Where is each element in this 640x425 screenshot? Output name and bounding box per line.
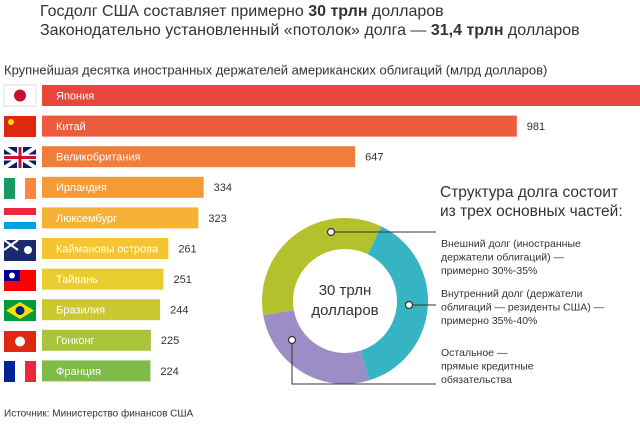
donut-title: из трех основных частей: [440,203,623,220]
leader-line [291,340,436,385]
flag [4,361,15,382]
bar-category-label: Франция [56,366,101,378]
header-text: 30 трлн [308,3,367,20]
donut-annotation: Остальное — [441,347,508,359]
bar-category-label: Япония [56,90,94,102]
donut-center-label: долларов [311,302,378,319]
bar [42,238,169,259]
source: Источник: Министерство финансов США [4,408,194,420]
flag-part [4,215,36,222]
donut-leaders [291,231,436,385]
bar-value-label: 251 [173,274,191,286]
bar-value-label: 981 [527,121,545,133]
bar [42,299,161,321]
header-text: 31,4 трлн [431,22,504,39]
header-line-2: Законодательно установленный «потолок» д… [40,22,580,39]
bar-category-label: Китай [56,121,86,133]
flag-part [8,119,14,125]
flag-part [25,361,36,382]
donut-annotation: Внешний долг (иностранные [441,238,581,250]
flag-part [9,272,15,279]
bar [42,146,356,168]
donut-annotation: Внутренний долг (держатели [441,288,583,300]
bar-category-label: Великобритания [56,152,141,164]
flags [2,84,38,382]
donut-center-label: 30 трлн [319,282,372,299]
bar [42,176,204,198]
donut-annotation: держатели облигаций) — [441,251,565,263]
flag [4,116,36,137]
leader-dot [326,227,336,237]
header-line-1: Госдолг США составляет примерно 30 трлн … [40,3,444,20]
donut-segment [360,226,428,381]
donut-annotation: примерно 35%-40% [441,315,537,327]
flag-part [15,306,25,315]
bar [42,268,164,290]
flag-part [24,246,32,254]
bar [42,360,151,382]
flag-part [15,361,25,382]
flag-part [14,89,26,102]
bar-category-label: Люксембург [56,213,117,225]
flag-part [3,239,19,251]
donut-annotation: облигаций — резиденты США) — [441,301,605,313]
flag-part [25,178,36,199]
bar-category-label: Ирландия [56,182,107,194]
flag [4,178,15,199]
header-text: долларов [503,22,579,39]
bar-value-label: 225 [161,335,179,347]
donut-title: Структура долга состоит [440,184,618,201]
donut-annotation: прямые кредитные [441,360,534,372]
flag-part [4,222,36,229]
bar-value-label: 224 [160,366,178,378]
bar-chart-title: Крупнейшая десятка иностранных держателе… [4,62,547,77]
leader-dot [287,335,297,345]
bar-value-label: 647 [365,152,383,164]
flag [4,208,36,215]
bar-value-label: 261 [178,243,196,255]
bar [42,207,199,229]
bar-value-label: 323 [208,213,226,225]
header-text: долларов [367,3,443,20]
donut-annotation: обязательства [441,374,512,386]
flag-part [15,336,25,347]
flag-part [15,178,25,199]
bar [42,115,517,137]
flag-part [4,147,36,168]
bar [42,85,640,106]
donut-segment [262,218,382,316]
donut-segment [263,310,370,384]
bar [42,329,151,351]
bar-category-label: Тайвань [56,274,98,286]
bar-value-label: 334 [214,182,232,194]
leader-dot [404,300,414,310]
donut-annotation: примерно 30%-35% [441,265,537,277]
bar-value-label: 244 [170,305,188,317]
bar-category-label: Каймановы острова [56,243,159,255]
bar-category-label: Бразилия [56,305,105,317]
bar-category-label: Гонконг [56,335,95,347]
header-text: Госдолг США составляет примерно [40,3,308,20]
header-text: Законодательно установленный «потолок» д… [40,22,431,39]
